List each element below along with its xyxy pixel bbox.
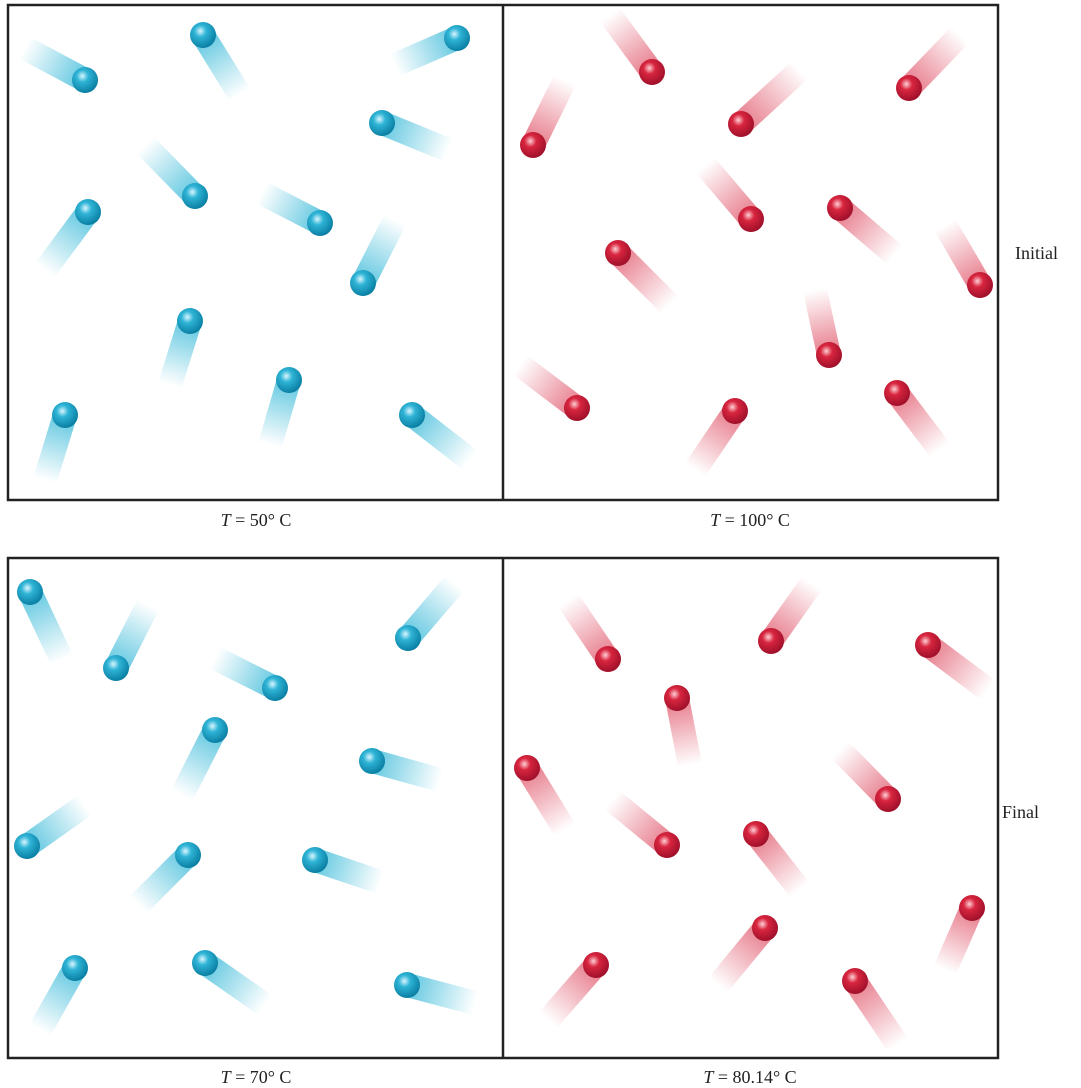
molecule [302,847,328,873]
molecule [14,833,40,859]
molecule [595,646,621,672]
molecule [182,183,208,209]
symbol: T [221,1067,233,1087]
molecule [842,968,868,994]
row-label: Initial [1015,243,1058,263]
molecule [639,59,665,85]
value: = 70° C [235,1067,291,1087]
molecule [103,655,129,681]
molecule [896,75,922,101]
molecule [192,950,218,976]
temperature-label: T = 100° C [710,510,790,530]
molecule [959,895,985,921]
value: = 100° C [725,510,790,530]
molecule [444,25,470,51]
molecule [75,199,101,225]
molecule [564,395,590,421]
molecule [350,270,376,296]
temperature-label: T = 50° C [221,510,292,530]
molecule [17,579,43,605]
molecule [52,402,78,428]
molecule [262,675,288,701]
molecule [520,132,546,158]
molecule [359,748,385,774]
molecule [752,915,778,941]
symbol: T [221,510,233,530]
molecule [175,842,201,868]
molecule [395,625,421,651]
molecule [758,628,784,654]
molecule [514,755,540,781]
molecule [743,821,769,847]
molecule [307,210,333,236]
molecule [369,110,395,136]
value: = 80.14° C [718,1067,797,1087]
molecule [884,380,910,406]
molecule [827,195,853,221]
molecule [276,367,302,393]
molecule [875,786,901,812]
temperature-label: T = 80.14° C [703,1067,796,1087]
molecule [62,955,88,981]
row-label: Final [1002,802,1039,822]
molecule [654,832,680,858]
molecule [202,717,228,743]
molecule [190,22,216,48]
molecule [72,67,98,93]
molecule [605,240,631,266]
molecule [177,308,203,334]
molecule [738,206,764,232]
molecule [399,402,425,428]
molecule [967,272,993,298]
temperature-label: T = 70° C [221,1067,292,1087]
molecule [722,398,748,424]
molecule [728,111,754,137]
molecule [816,342,842,368]
symbol: T [703,1067,715,1087]
molecule [664,685,690,711]
molecules [14,7,996,1052]
molecule [583,952,609,978]
molecule [394,972,420,998]
molecule-trail [732,61,809,133]
symbol: T [710,510,722,530]
molecule [915,632,941,658]
value: = 50° C [235,510,291,530]
